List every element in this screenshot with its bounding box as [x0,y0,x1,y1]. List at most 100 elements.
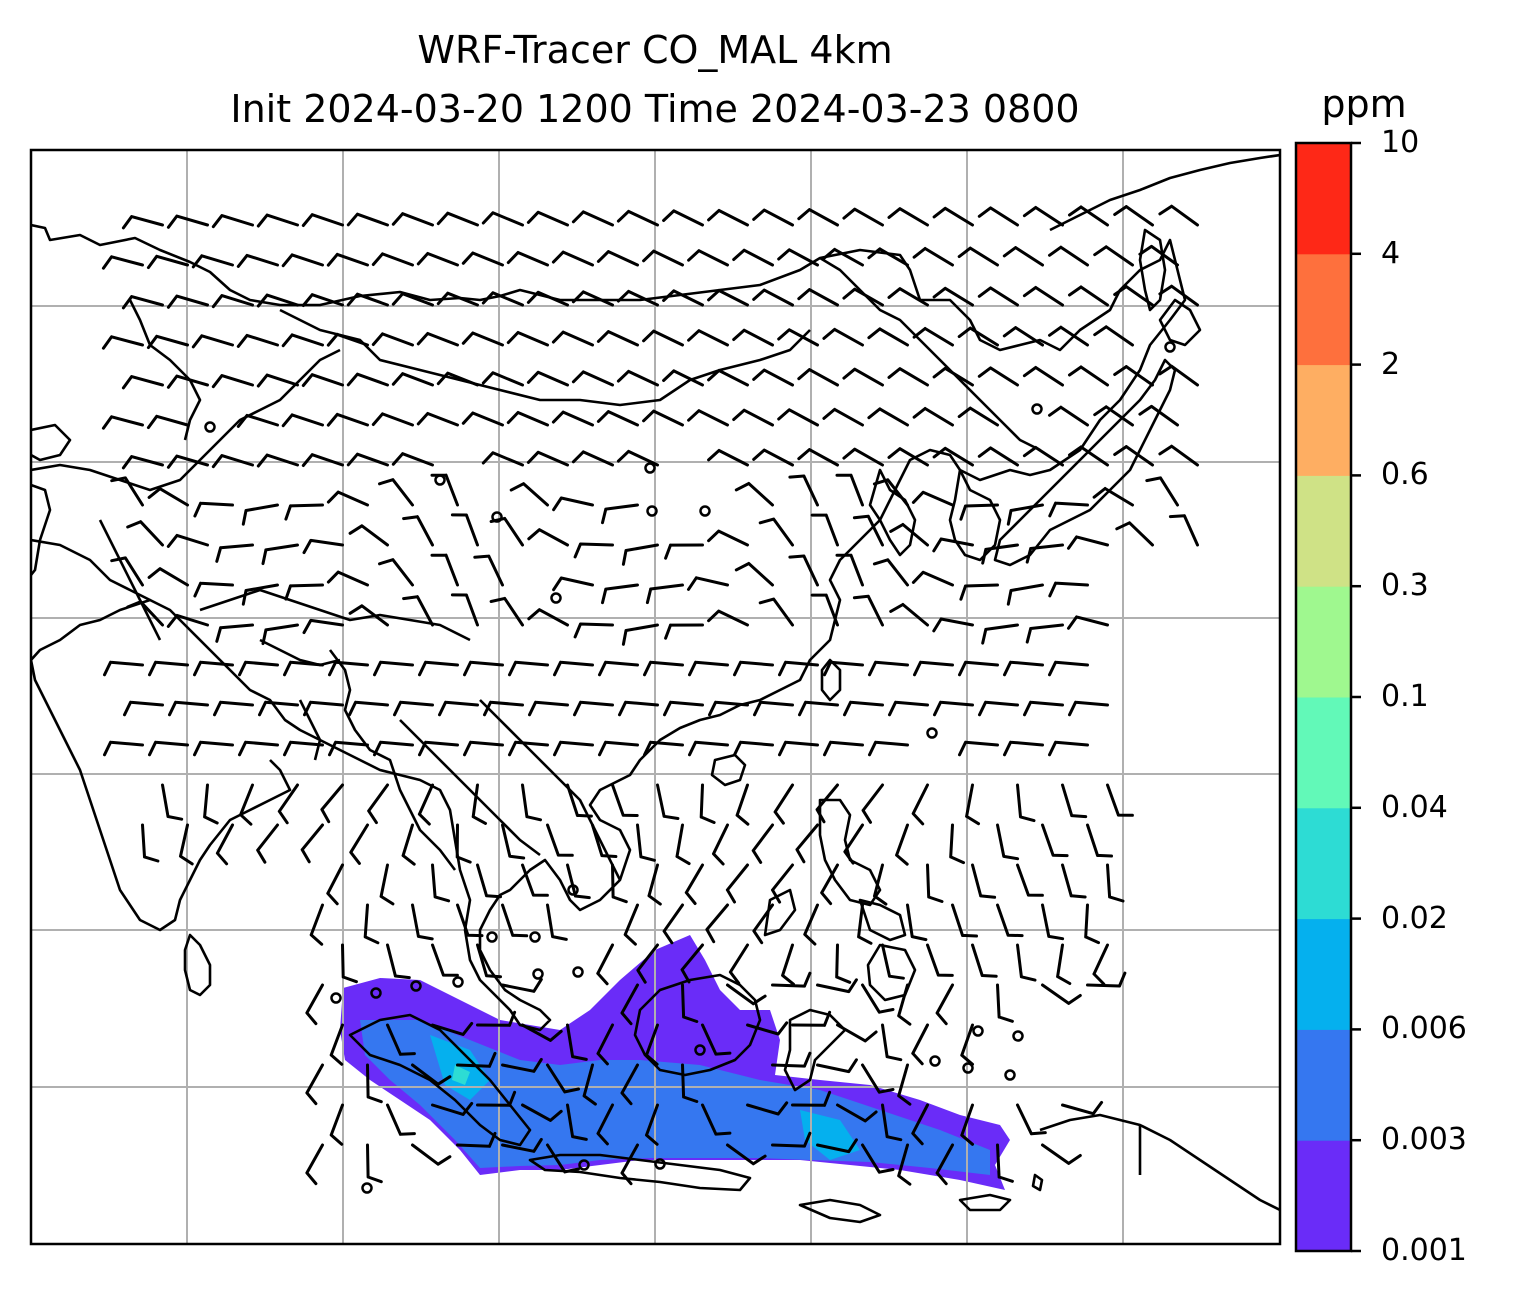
wind-barb [501,903,529,938]
coast-taiwan [820,658,842,702]
wind-barb [193,501,234,518]
wind-barb [816,978,858,994]
tracer-plume [340,935,1010,1190]
wind-barb [341,943,358,984]
wind-barb [596,1103,614,1146]
wind-barb [681,983,699,1023]
wind-barb [326,863,344,906]
wind-barb [326,570,369,587]
wind-barb [932,366,974,387]
wind-barb [305,1063,324,1106]
map-title-line-1: WRF-Tracer CO_MAL 4km [417,28,893,72]
wind-barb [662,209,704,227]
coast-java [528,1153,752,1192]
wind-barb [911,1103,929,1146]
colorbar-tick-label: 0.001 [1381,1233,1467,1268]
wind-barb [620,1063,639,1106]
wind-barb [521,1023,563,1042]
wind-barb [326,252,369,267]
wind-barb [215,543,254,563]
coast-caspian [31,423,72,462]
wind-barb [897,1143,912,1186]
wind-barb [996,983,1014,1023]
wind-barb [636,823,656,862]
calm-wind-marker [926,727,938,739]
border-nepal-bhutan [259,638,341,667]
wind-barbs-layer [101,204,1199,1194]
wind-barb [621,543,659,566]
wind-barb [616,449,659,467]
wind-barb [911,490,954,507]
wind-barb [753,700,794,717]
wind-barb [981,543,1019,565]
colorbar-swatch [1296,697,1351,809]
wind-barb [431,943,459,977]
wind-barb [684,863,704,905]
wind-barb [675,823,691,866]
wind-barb [958,740,999,757]
wind-barb [1048,245,1089,267]
wind-barb [836,1023,878,1043]
wind-barb [791,1090,832,1107]
wind-barb [712,823,729,866]
wind-barb [238,660,279,677]
wind-barb [642,329,684,347]
wind-barb [1003,740,1044,757]
wind-barb [508,660,549,677]
wind-barb [241,503,279,526]
wind-barb [778,660,819,677]
wind-barb [688,660,729,677]
wind-barb [261,543,299,566]
wind-barb [121,455,164,470]
wind-barb [476,1010,517,1027]
wind-barb [911,1023,929,1066]
wind-barb [379,863,395,906]
wind-barb [701,1023,732,1056]
wind-barb [101,415,144,430]
wind-barb [571,210,614,227]
calm-wind-marker [972,1025,984,1037]
wind-barb [326,412,369,427]
wind-barb [598,740,639,757]
wind-barb [867,327,909,347]
coast-flores [798,1198,882,1224]
wind-barb [881,943,905,980]
plume-high-2 [452,1065,470,1085]
wind-barb [656,783,680,820]
wind-barb [889,603,929,627]
coast-india [31,659,292,932]
wind-barb [121,215,164,230]
wind-barb [146,414,189,430]
wind-barb [601,503,639,525]
wind-barb [1041,903,1065,941]
border-mongolia-south [279,308,811,407]
wind-barb [456,1131,497,1148]
wind-barb [1061,1100,1104,1116]
wind-barb [868,660,909,677]
wind-barb [258,700,299,717]
wind-barb [647,863,662,906]
wind-barb [566,783,593,818]
wind-barb [551,330,594,347]
wind-barb [1158,284,1199,307]
wind-barb [461,251,504,267]
wind-barb [816,1058,858,1074]
wind-barb [1086,823,1113,858]
colorbar-tick-label: 0.003 [1381,1122,1467,1158]
wind-barb [872,478,909,507]
calm-wind-marker [410,980,422,992]
wind-barb [126,520,164,547]
wind-barb [101,255,144,270]
wind-barb [455,823,472,864]
wind-barb [705,903,729,944]
wind-barb [241,583,279,606]
wind-barb [616,209,659,227]
wind-barb [281,413,324,428]
colorbar-swatch [1296,1029,1351,1141]
wind-barb [888,700,929,717]
wind-barb [411,903,434,941]
wind-barb [402,595,434,627]
wind-barb [951,903,978,938]
wind-barb [1022,366,1064,387]
